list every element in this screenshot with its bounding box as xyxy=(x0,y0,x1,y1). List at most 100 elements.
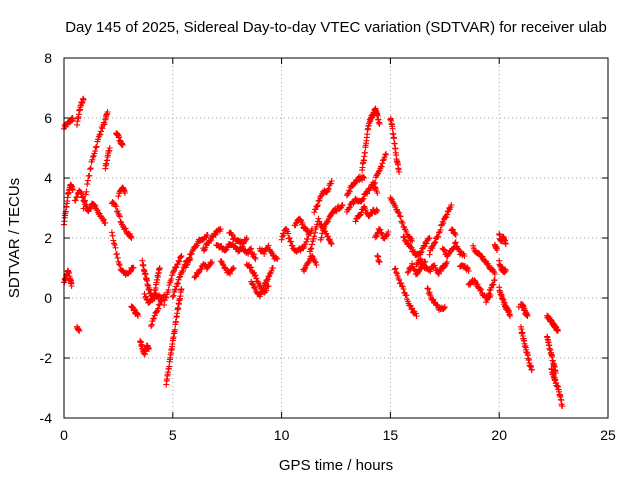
data-point xyxy=(148,321,155,328)
data-point xyxy=(400,286,407,293)
data-point xyxy=(403,292,410,299)
data-point xyxy=(554,328,561,334)
data-point xyxy=(303,227,310,234)
data-point xyxy=(307,246,314,253)
data-point xyxy=(280,232,287,239)
data-point xyxy=(391,266,398,273)
data-point xyxy=(212,231,219,238)
data-point xyxy=(443,259,450,265)
y-tick-label: 6 xyxy=(44,110,52,126)
data-point xyxy=(426,289,433,296)
data-point xyxy=(385,229,392,235)
data-point xyxy=(102,220,109,226)
data-point xyxy=(313,223,320,230)
data-point xyxy=(229,231,236,238)
data-point xyxy=(195,269,202,276)
data-point xyxy=(311,233,318,240)
data-point xyxy=(251,251,258,258)
data-point xyxy=(486,290,493,297)
data-point xyxy=(104,109,111,115)
x-tick-label: 5 xyxy=(169,427,177,443)
data-point xyxy=(411,266,418,273)
data-point xyxy=(84,181,91,188)
data-point xyxy=(156,301,163,308)
data-point xyxy=(440,220,447,227)
data-point xyxy=(304,229,311,235)
data-point xyxy=(494,247,501,253)
data-point xyxy=(274,256,281,262)
data-point xyxy=(130,265,137,271)
data-point xyxy=(441,305,448,312)
data-point xyxy=(375,168,382,175)
data-point xyxy=(431,262,438,269)
data-point xyxy=(278,236,285,243)
data-point xyxy=(391,140,398,147)
data-point xyxy=(432,239,439,246)
data-point xyxy=(448,202,455,208)
data-point xyxy=(150,315,157,322)
data-point xyxy=(502,268,509,274)
data-point xyxy=(328,178,335,184)
data-point xyxy=(437,226,444,233)
data-point xyxy=(465,268,472,274)
data-point xyxy=(374,190,381,196)
data-point xyxy=(427,292,434,299)
data-point xyxy=(99,125,106,132)
data-point xyxy=(121,190,128,196)
data-point xyxy=(313,262,320,268)
data-point xyxy=(479,253,486,260)
data-point xyxy=(449,226,456,233)
data-point xyxy=(228,231,235,238)
x-tick-label: 15 xyxy=(383,427,399,443)
data-point xyxy=(90,153,97,160)
data-point xyxy=(308,245,315,252)
data-point xyxy=(319,230,326,237)
data-point xyxy=(106,145,113,151)
data-point xyxy=(93,143,100,150)
data-point xyxy=(122,225,129,232)
data-point xyxy=(253,275,260,282)
data-point xyxy=(217,226,224,232)
data-point xyxy=(176,258,183,265)
data-point xyxy=(309,241,316,248)
data-point xyxy=(92,144,99,151)
data-point xyxy=(374,208,381,214)
data-point xyxy=(87,205,94,212)
data-point xyxy=(128,235,135,241)
data-point xyxy=(80,205,87,212)
data-point xyxy=(251,254,258,261)
data-point xyxy=(379,160,386,167)
data-point xyxy=(377,226,384,233)
data-point xyxy=(151,312,158,319)
data-point xyxy=(413,313,420,319)
data-point xyxy=(360,195,367,202)
data-point xyxy=(265,242,272,249)
data-point xyxy=(289,242,296,249)
data-point xyxy=(97,131,104,138)
data-point xyxy=(247,246,254,253)
data-point xyxy=(173,319,180,326)
data-point xyxy=(524,313,531,319)
data-point xyxy=(116,212,123,219)
data-point xyxy=(311,258,318,265)
data-point xyxy=(89,156,96,163)
data-point xyxy=(392,265,399,272)
x-axis-label: GPS time / hours xyxy=(279,457,393,474)
data-point xyxy=(100,216,107,223)
data-point xyxy=(112,244,119,251)
data-point xyxy=(134,313,141,319)
data-point xyxy=(116,213,123,220)
data-point xyxy=(92,148,99,155)
data-point xyxy=(175,305,182,312)
data-point xyxy=(76,328,83,334)
data-point xyxy=(243,235,250,241)
data-point xyxy=(418,248,425,255)
data-point xyxy=(299,219,306,226)
data-point xyxy=(461,253,468,259)
data-point xyxy=(176,274,183,281)
data-point xyxy=(91,202,98,209)
data-point xyxy=(424,285,431,292)
data-point xyxy=(391,135,398,142)
data-point xyxy=(208,237,215,244)
data-point xyxy=(227,270,234,277)
